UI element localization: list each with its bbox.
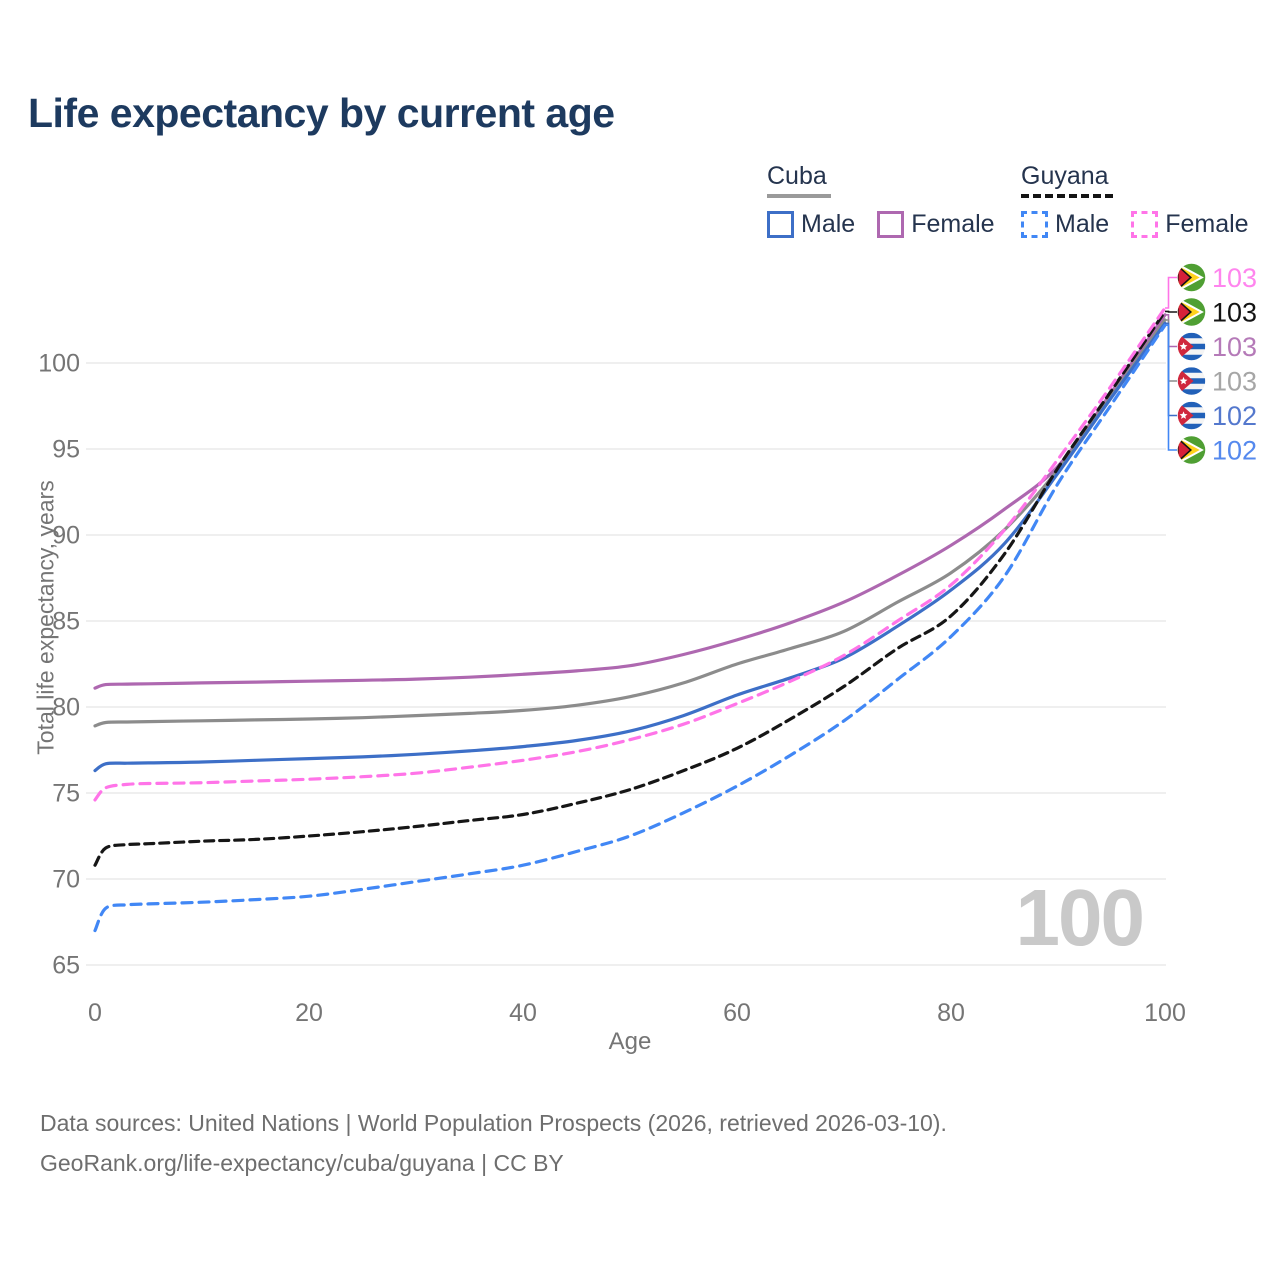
x-tick-label: 100	[1144, 999, 1186, 1027]
end-label-value: 102	[1212, 436, 1257, 466]
legend-group-guyana: Guyana Male Female	[1021, 162, 1249, 239]
end-label-leader	[1165, 319, 1177, 382]
end-label-value: 102	[1212, 401, 1257, 431]
cuba-female-label: Female	[911, 210, 995, 238]
footer-data-sources: Data sources: United Nations | World Pop…	[40, 1110, 947, 1136]
guyana-female-label: Female	[1165, 210, 1249, 238]
guyana-flag-icon	[1177, 298, 1206, 326]
cuba-male-label: Male	[801, 210, 856, 238]
end-label-leader	[1165, 276, 1177, 309]
guyana-male-label: Male	[1055, 210, 1110, 238]
y-tick-label: 95	[52, 436, 80, 464]
x-tick-label: 0	[88, 999, 102, 1027]
end-label-leader	[1165, 310, 1177, 313]
end-label-value: 103	[1212, 263, 1257, 293]
guyana-female-swatch-icon	[1131, 211, 1159, 238]
series-line-cuba_male	[93, 321, 1167, 773]
y-tick-label: 70	[52, 866, 80, 894]
y-tick-label: 65	[52, 952, 80, 980]
end-label-value: 103	[1212, 367, 1257, 397]
series-line-guyana_female	[93, 306, 1167, 802]
age-counter-watermark: 100	[1015, 873, 1145, 962]
legend-cuba-label: Cuba	[767, 162, 831, 198]
y-tick-label: 80	[52, 694, 80, 722]
series-line-cuba_both	[93, 318, 1167, 728]
x-tick-label: 40	[509, 999, 537, 1027]
y-tick-label: 100	[38, 350, 80, 378]
footer-attribution: GeoRank.org/life-expectancy/cuba/guyana …	[40, 1150, 564, 1176]
end-label-value: 103	[1212, 298, 1257, 328]
page-title: Life expectancy by current age	[28, 90, 615, 136]
x-tick-label: 80	[937, 999, 965, 1027]
cuba-male-swatch-icon	[767, 211, 794, 238]
y-tick-label: 90	[52, 522, 80, 550]
cuba-flag-icon	[1177, 401, 1206, 430]
legend-group-cuba: Cuba Male Female	[767, 162, 995, 239]
guyana-flag-icon	[1177, 436, 1206, 464]
legend-guyana-items: Male Female	[1021, 210, 1249, 239]
legend-item-cuba-female: Female	[877, 210, 995, 239]
x-tick-label: 60	[723, 999, 751, 1027]
y-tick-label: 85	[52, 608, 80, 636]
x-axis-title: Age	[608, 1028, 652, 1055]
legend-item-cuba-male: Male	[767, 210, 855, 239]
cuba-flag-icon	[1177, 332, 1206, 361]
legend-cuba-items: Male Female	[767, 210, 995, 239]
end-label-value: 103	[1212, 332, 1257, 362]
series-line-guyana_male	[93, 323, 1167, 933]
cuba-flag-icon	[1177, 367, 1206, 395]
y-tick-label: 75	[52, 780, 80, 808]
end-label-leader	[1165, 322, 1177, 417]
series-line-cuba_female	[93, 313, 1167, 690]
x-tick-label: 20	[295, 999, 323, 1027]
series-line-guyana_both	[93, 309, 1167, 867]
cuba-female-swatch-icon	[877, 211, 905, 238]
end-label-leader	[1165, 324, 1177, 451]
y-axis-title: Total life expectancy, years	[32, 480, 59, 755]
guyana-flag-icon	[1177, 263, 1206, 292]
legend-guyana-label: Guyana	[1021, 162, 1113, 198]
legend-item-guyana-female: Female	[1131, 210, 1249, 239]
guyana-male-swatch-icon	[1021, 211, 1048, 238]
legend-item-guyana-male: Male	[1021, 210, 1109, 239]
